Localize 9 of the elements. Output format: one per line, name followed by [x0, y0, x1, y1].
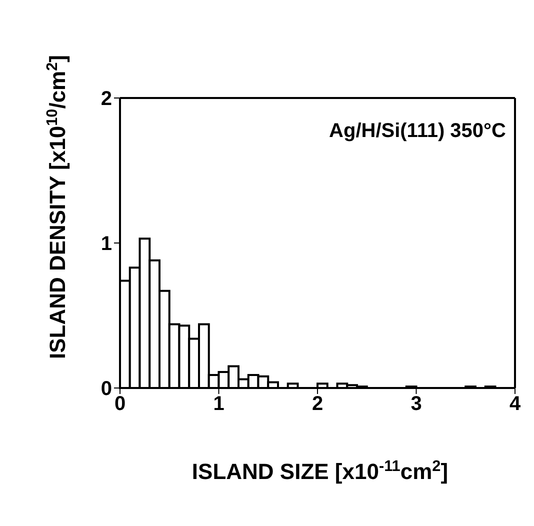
y-tick-label: 0: [100, 378, 112, 400]
x-tick-label: 4: [509, 393, 522, 416]
annotation: Ag/H/Si(111) 350°C: [329, 120, 506, 142]
x-axis-title: ISLAND SIZE [x10$^{-11}$cm$^{2}$]: [192, 458, 448, 484]
x-tick-label: 1: [213, 393, 224, 416]
x-tick-label: 3: [410, 393, 422, 416]
y-tick-label: 1: [100, 233, 112, 256]
x-tick-label: 2: [312, 393, 324, 416]
y-tick-label: 2: [100, 88, 112, 110]
